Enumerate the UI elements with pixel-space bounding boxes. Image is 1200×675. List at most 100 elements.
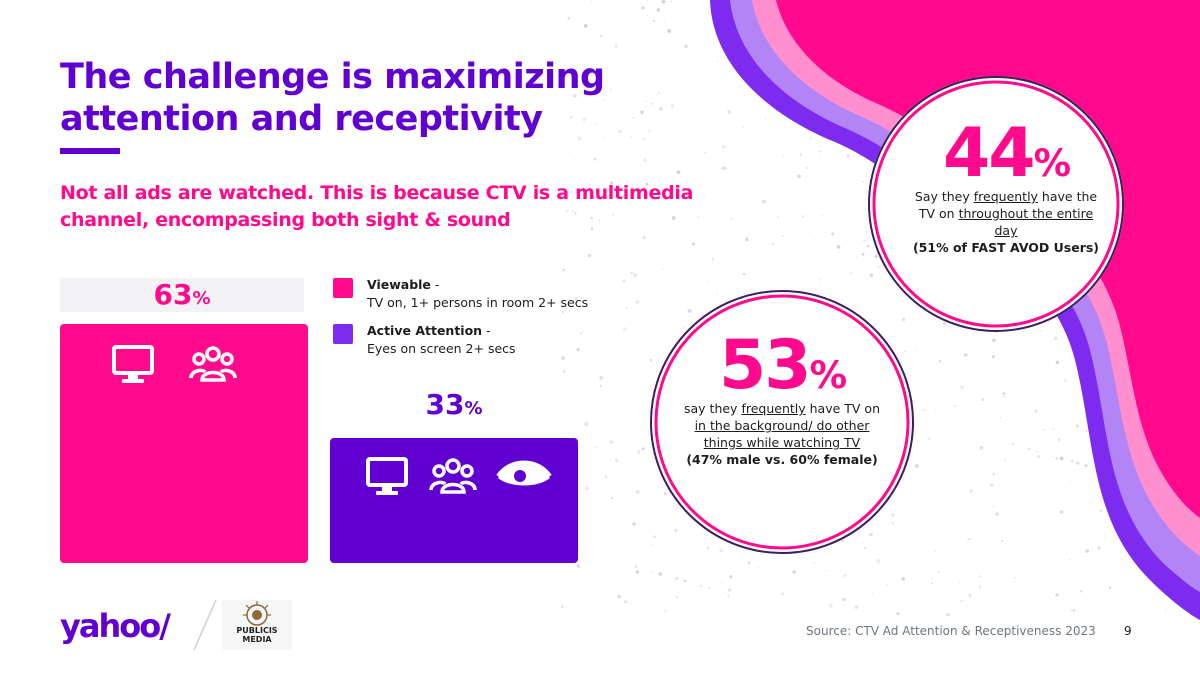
speckle-dot — [719, 548, 723, 553]
bar-viewable — [60, 324, 308, 563]
speckle-dot — [836, 245, 841, 249]
speckle-dot — [999, 417, 1002, 419]
speckle-dot — [781, 592, 784, 595]
speckle-dot — [571, 210, 573, 212]
speckle-dot — [727, 594, 730, 597]
speckle-dot — [711, 258, 714, 261]
speckle-dot — [707, 280, 710, 282]
speckle-dot — [562, 268, 565, 272]
stat-53-desc-a: say they — [684, 401, 742, 416]
speckle-dot — [904, 350, 906, 353]
speckle-dot — [634, 565, 637, 568]
active-attention-value-label: 33% — [330, 388, 578, 426]
speckle-dot — [1001, 539, 1004, 542]
speckle-dot — [1052, 428, 1055, 431]
eye-icon — [494, 454, 554, 498]
stat-53-note: (47% male vs. 60% female) — [686, 452, 878, 467]
stat-44-note: (51% of FAST AVOD Users) — [912, 240, 1100, 255]
speckle-dot — [968, 593, 972, 597]
speckle-dot — [590, 227, 594, 231]
speckle-dot — [722, 145, 726, 149]
speckle-dot — [662, 268, 664, 271]
speckle-dot — [745, 237, 749, 242]
speckle-dot — [831, 232, 834, 236]
speckle-dot — [958, 581, 960, 584]
speckle-dot — [1070, 459, 1074, 463]
speckle-dot — [1055, 457, 1058, 460]
speckle-dot — [1055, 360, 1060, 365]
speckle-dot — [603, 136, 605, 139]
speckle-dot — [610, 496, 613, 500]
speckle-dot — [704, 151, 707, 154]
speckle-dot — [729, 575, 733, 579]
speckle-dot — [863, 239, 866, 242]
speckle-dot — [989, 483, 994, 487]
speckle-dot — [1085, 429, 1088, 432]
speckle-dot — [570, 190, 574, 194]
speckle-dot — [1063, 379, 1067, 383]
speckle-dot — [617, 594, 622, 599]
speckle-dot — [777, 216, 779, 218]
bar-active-attention — [330, 437, 578, 563]
speckle-dot — [1070, 609, 1072, 612]
speckle-dot — [813, 238, 816, 241]
speckle-dot — [587, 254, 592, 258]
slide-subtitle: Not all ads are watched. This is because… — [60, 182, 694, 231]
stat-53-circle — [650, 290, 914, 554]
speckle-dot — [625, 306, 628, 309]
speckle-dot — [561, 356, 565, 360]
speckle-dot — [927, 437, 931, 441]
speckle-dot — [604, 475, 608, 479]
speckle-dot — [624, 600, 628, 604]
speckle-dot — [1079, 590, 1083, 593]
speckle-dot — [645, 182, 649, 186]
stat-53-desc-b: frequently — [741, 401, 806, 416]
speckle-dot — [574, 297, 579, 301]
speckle-dot — [708, 587, 711, 590]
speckle-dot — [963, 353, 968, 357]
speckle-dot — [577, 136, 582, 141]
speckle-dot — [721, 167, 724, 170]
speckle-dot — [1076, 461, 1080, 465]
speckle-dot — [782, 234, 784, 237]
bar-viewable-icons — [108, 342, 238, 386]
speckle-dot — [713, 298, 715, 301]
speckle-dot — [649, 359, 653, 362]
speckle-dot — [854, 605, 859, 610]
speckle-dot — [1059, 510, 1064, 514]
publicis-lion-icon — [243, 601, 271, 626]
speckle-dot — [622, 279, 626, 283]
speckle-dot — [968, 538, 971, 541]
speckle-dot — [606, 67, 609, 69]
speckle-dot — [1084, 464, 1088, 467]
legend-name-active-attention: Active Attention — [367, 323, 483, 338]
speckle-dot — [799, 153, 802, 156]
speckle-dot — [960, 385, 964, 389]
speckle-dot — [614, 44, 618, 48]
speckle-dot — [771, 242, 775, 246]
speckle-dot — [670, 0, 672, 3]
speckle-dot — [966, 541, 969, 543]
speckle-dot — [670, 104, 675, 108]
speckle-dot — [1055, 593, 1059, 597]
speckle-dot — [937, 571, 940, 574]
speckle-dot — [1037, 455, 1041, 459]
speckle-dot — [697, 216, 700, 218]
speckle-dot — [721, 581, 724, 584]
speckle-dot — [683, 579, 687, 583]
publicis-media-text: PUBLICIS MEDIA — [236, 626, 278, 644]
speckle-dot — [922, 408, 925, 412]
stat-44: 44% Say they frequently have the TV on t… — [908, 120, 1104, 256]
speckle-dot — [642, 235, 647, 240]
speckle-dot — [901, 317, 906, 322]
speckle-dot — [683, 326, 686, 329]
stat-44-ring-pink — [872, 80, 1120, 328]
speckle-dot — [641, 6, 645, 10]
stat-53: 53% say they frequently have TV on in th… — [678, 332, 886, 468]
speckle-dot — [1059, 456, 1064, 461]
speckle-dot — [635, 489, 640, 494]
speckle-dot — [558, 193, 562, 197]
speckle-dot — [675, 596, 678, 599]
